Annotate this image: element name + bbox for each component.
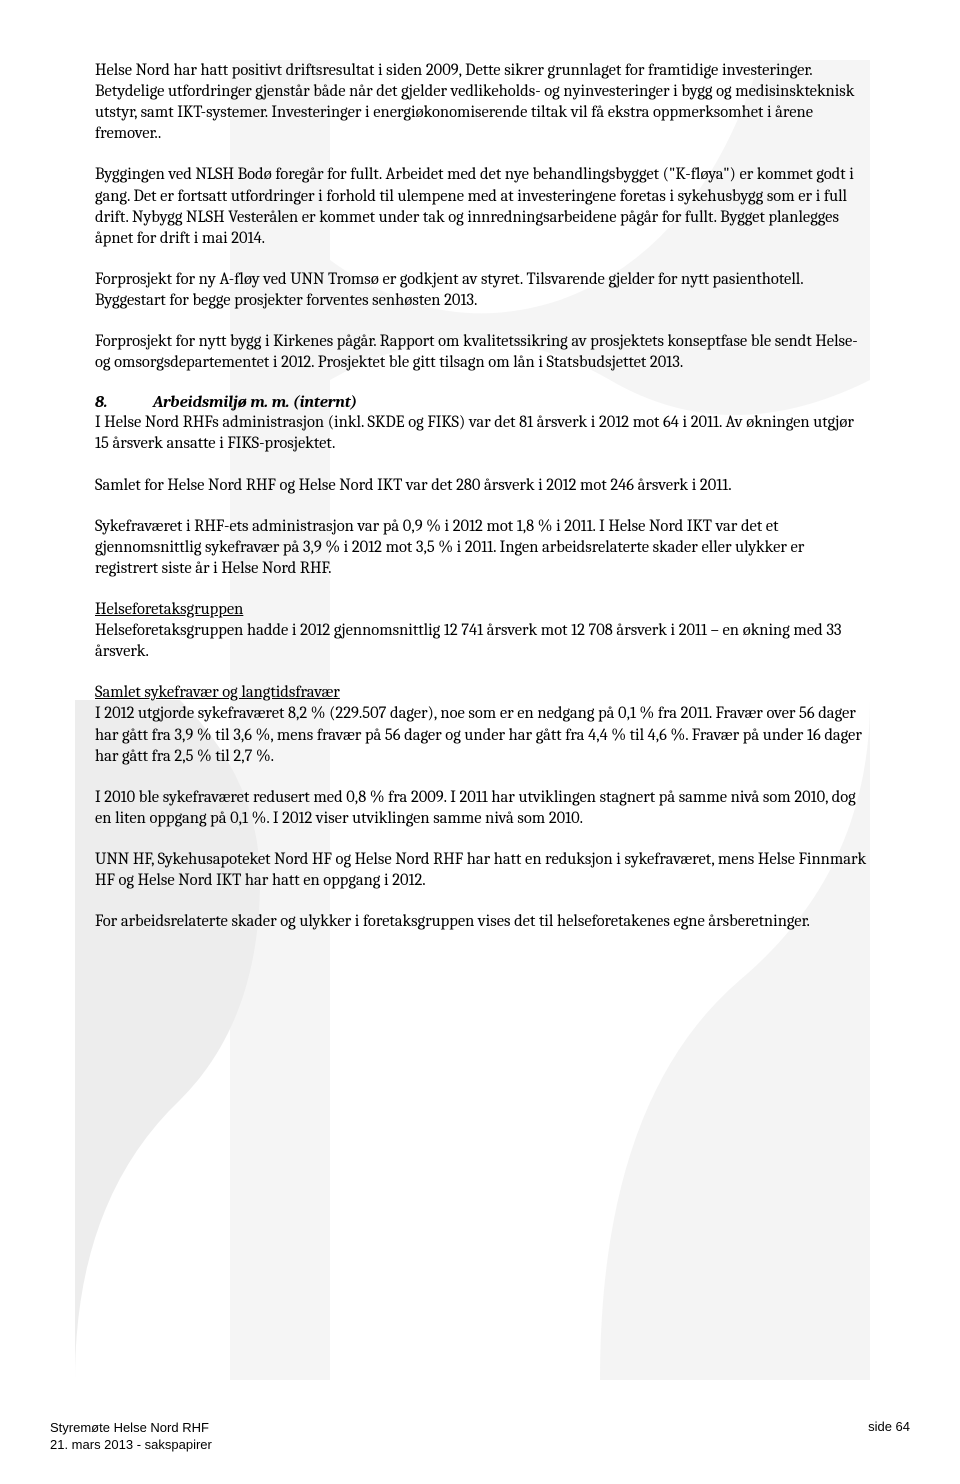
section-heading: 8.Arbeidsmiljø m. m. (internt)	[95, 393, 870, 412]
subsection-sykefravaer: Samlet sykefravær og langtidsfravær I 20…	[95, 682, 870, 932]
body-paragraph: Samlet sykefravær og langtidsfravær I 20…	[95, 682, 870, 766]
subsection-helseforetaksgruppen: Helseforetaksgruppen Helseforetaksgruppe…	[95, 599, 870, 662]
footer-line1: Styremøte Helse Nord RHF	[50, 1419, 212, 1437]
body-paragraph: Helseforetaksgruppen Helseforetaksgruppe…	[95, 599, 870, 662]
section-number: 8.	[95, 393, 153, 412]
body-text: Helseforetaksgruppen hadde i 2012 gjenno…	[95, 621, 842, 661]
subheading: Helseforetaksgruppen	[95, 600, 243, 619]
body-paragraph: UNN HF, Sykehusapoteket Nord HF og Helse…	[95, 849, 870, 891]
footer-left: Styremøte Helse Nord RHF 21. mars 2013 -…	[50, 1419, 212, 1454]
body-paragraph: Forprosjekt for ny A-fløy ved UNN Tromsø…	[95, 269, 870, 311]
body-paragraph: Byggingen ved NLSH Bodø foregår for full…	[95, 164, 870, 248]
footer-page-number: side 64	[868, 1419, 910, 1454]
body-paragraph: Samlet for Helse Nord RHF og Helse Nord …	[95, 475, 870, 496]
section-title: Arbeidsmiljø m. m. (internt)	[153, 393, 357, 412]
body-text: I 2012 utgjorde sykefraværet 8,2 % (229.…	[95, 704, 862, 765]
body-paragraph: Sykefraværet i RHF-ets administrasjon va…	[95, 516, 870, 579]
body-paragraph: Helse Nord har hatt positivt driftsresul…	[95, 60, 870, 144]
body-paragraph: Forprosjekt for nytt bygg i Kirkenes påg…	[95, 331, 870, 373]
subheading: Samlet sykefravær og langtidsfravær	[95, 683, 340, 702]
section-8: 8.Arbeidsmiljø m. m. (internt) I Helse N…	[95, 393, 870, 579]
body-paragraph: I Helse Nord RHFs administrasjon (inkl. …	[95, 412, 870, 454]
page-footer: Styremøte Helse Nord RHF 21. mars 2013 -…	[50, 1419, 910, 1454]
body-paragraph: For arbeidsrelaterte skader og ulykker i…	[95, 911, 870, 932]
page-content: Helse Nord har hatt positivt driftsresul…	[0, 0, 960, 982]
footer-line2: 21. mars 2013 - sakspapirer	[50, 1436, 212, 1454]
body-paragraph: I 2010 ble sykefraværet redusert med 0,8…	[95, 787, 870, 829]
